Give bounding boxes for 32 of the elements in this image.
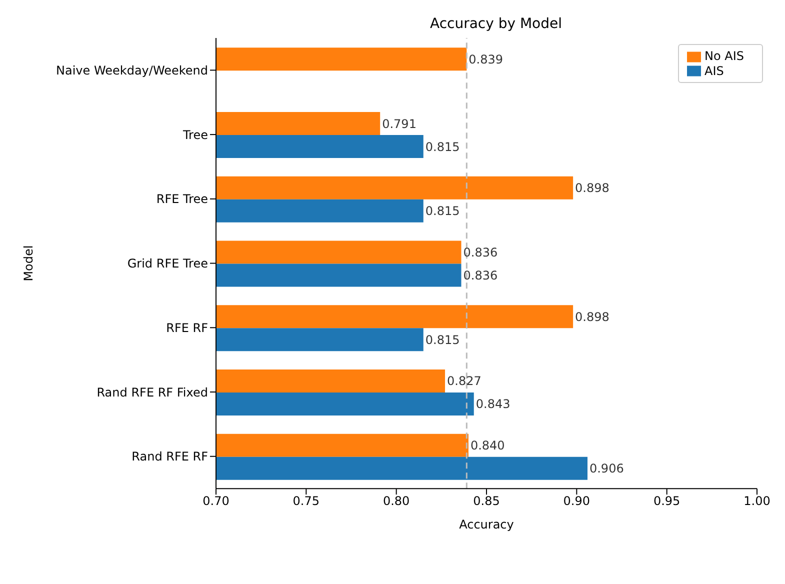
data-label: 0.836: [463, 268, 498, 283]
data-label: 0.791: [382, 116, 416, 131]
data-label: 0.898: [575, 310, 610, 324]
y-tick-label: RFE RF: [166, 320, 208, 335]
data-label: 0.843: [476, 397, 510, 412]
data-label: 0.815: [425, 140, 460, 154]
x-axis-title: Accuracy: [459, 518, 514, 532]
x-tick-label: 0.70: [202, 494, 230, 508]
data-label: 0.827: [447, 374, 482, 388]
y-tick-label: Naive Weekday/Weekend: [56, 63, 208, 78]
data-label: 0.898: [575, 181, 610, 196]
y-tick-label: Tree: [182, 128, 208, 142]
y-axis-title: Model: [21, 245, 36, 282]
legend-label: AIS: [704, 64, 724, 78]
y-tick-label: Rand RFE RF Fixed: [96, 385, 208, 400]
y-tick-label: Grid RFE Tree: [127, 256, 208, 271]
y-tick-label: RFE Tree: [156, 192, 208, 206]
chart-title: Accuracy by Model: [430, 16, 562, 32]
data-label: 0.906: [589, 462, 624, 476]
legend-label: No AIS: [704, 49, 744, 63]
x-tick-label: 0.90: [563, 494, 590, 508]
x-tick-label: 0.95: [653, 494, 680, 508]
data-label: 0.815: [425, 204, 460, 218]
x-tick-label: 0.85: [473, 494, 500, 508]
data-label: 0.815: [425, 332, 460, 347]
data-label: 0.836: [463, 246, 498, 260]
x-tick-label: 0.80: [382, 494, 410, 508]
data-label: 0.839: [468, 52, 504, 66]
x-tick-label: 1.00: [744, 494, 770, 508]
x-tick-label: 0.75: [292, 494, 320, 508]
y-tick-label: Rand RFE RF: [132, 450, 208, 464]
data-label: 0.840: [470, 438, 505, 453]
